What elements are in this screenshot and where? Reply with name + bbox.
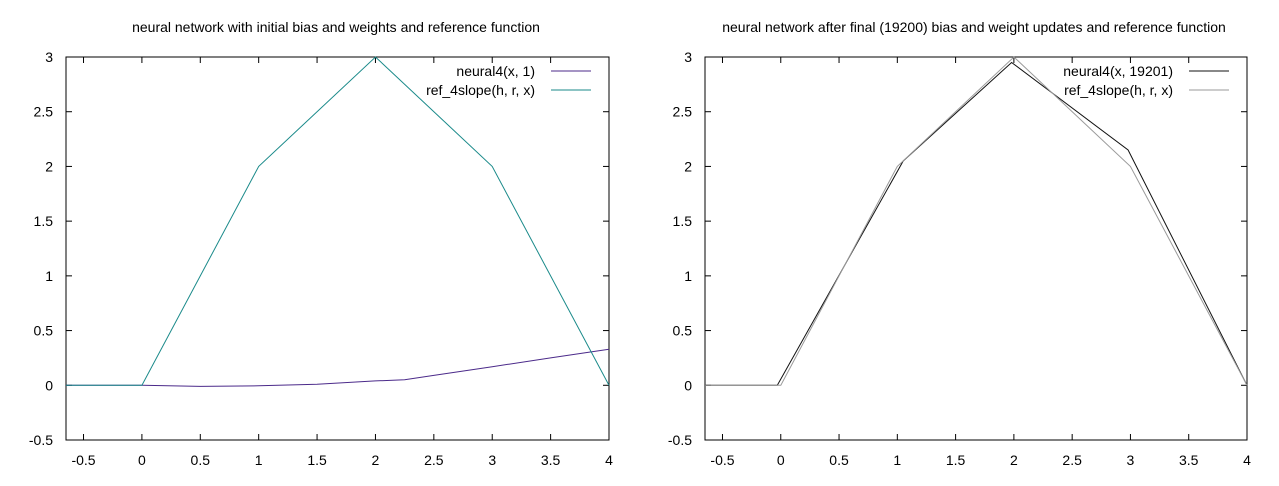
y-tick-label: 2.5 xyxy=(34,104,54,120)
y-tick-label: 1.5 xyxy=(34,213,54,229)
legend-label: ref_4slope(h, r, x) xyxy=(1064,82,1173,98)
y-tick-label: 1 xyxy=(45,268,53,284)
series-line-2 xyxy=(705,56,1248,386)
x-tick-label: 0 xyxy=(777,452,785,468)
x-tick-label: 0.5 xyxy=(829,452,849,468)
x-tick-label: 2.5 xyxy=(1062,452,1082,468)
x-tick-label: 2 xyxy=(372,452,380,468)
series-line-2 xyxy=(66,56,610,386)
y-tick-label: -0.5 xyxy=(29,432,53,448)
legend-label: neural4(x, 1) xyxy=(456,63,535,79)
plot-frame xyxy=(65,56,610,441)
y-tick-label: 0.5 xyxy=(673,323,693,339)
x-tick-label: 3 xyxy=(1127,452,1135,468)
y-tick-label: 1.5 xyxy=(673,213,693,229)
x-tick-label: 4 xyxy=(1243,452,1251,468)
legend-label: ref_4slope(h, r, x) xyxy=(426,82,535,98)
y-tick-label: 0.5 xyxy=(34,323,54,339)
plot-frame xyxy=(704,56,1248,441)
y-tick-label: 2 xyxy=(45,158,53,174)
x-tick-label: 3.5 xyxy=(1179,452,1199,468)
x-tick-label: 0.5 xyxy=(191,452,211,468)
legend-label: neural4(x, 19201) xyxy=(1063,63,1173,79)
y-tick-label: -0.5 xyxy=(668,432,692,448)
y-tick-label: 2.5 xyxy=(673,104,693,120)
y-tick-label: 0 xyxy=(45,377,53,393)
x-tick-label: 2 xyxy=(1010,452,1018,468)
x-tick-label: 0 xyxy=(138,452,146,468)
y-tick-label: 3 xyxy=(684,49,692,65)
chart-title: neural network with initial bias and wei… xyxy=(132,19,540,35)
y-tick-label: 2 xyxy=(684,158,692,174)
series-line-1 xyxy=(66,348,610,387)
x-tick-label: 1 xyxy=(893,452,901,468)
x-tick-label: -0.5 xyxy=(71,452,95,468)
x-tick-label: -0.5 xyxy=(710,452,734,468)
x-tick-label: 1.5 xyxy=(946,452,966,468)
x-tick-label: 3.5 xyxy=(541,452,561,468)
x-tick-label: 3 xyxy=(488,452,496,468)
y-tick-label: 1 xyxy=(684,268,692,284)
y-tick-label: 3 xyxy=(45,49,53,65)
chart-2: neural network after final (19200) bias … xyxy=(668,19,1251,468)
x-tick-label: 1 xyxy=(255,452,263,468)
y-tick-label: 0 xyxy=(684,377,692,393)
chart-title: neural network after final (19200) bias … xyxy=(722,19,1226,35)
x-tick-label: 4 xyxy=(605,452,613,468)
x-tick-label: 2.5 xyxy=(424,452,444,468)
series-line-1 xyxy=(705,61,1248,386)
x-tick-label: 1.5 xyxy=(307,452,327,468)
chart-1: neural network with initial bias and wei… xyxy=(29,19,613,468)
